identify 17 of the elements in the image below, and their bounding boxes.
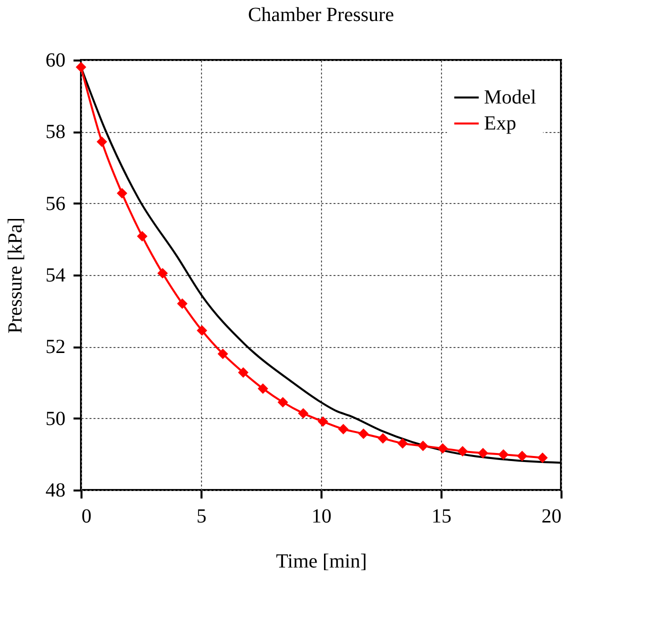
x-tick-label: 20	[542, 506, 562, 528]
y-tick-label: 58	[46, 121, 66, 144]
y-tick-label: 50	[46, 408, 66, 430]
y-tick-label: 56	[46, 192, 66, 215]
x-tick-label: 0	[82, 506, 92, 528]
x-tick-label: 5	[196, 506, 206, 528]
y-tick-label: 48	[46, 480, 66, 502]
legend-label: Exp	[484, 112, 516, 134]
y-axis-title: Pressure [kPa]	[4, 217, 26, 334]
x-tick-label: 15	[432, 506, 452, 528]
x-axis-title: Time [min]	[276, 550, 367, 572]
chart-title: Chamber Pressure	[248, 4, 394, 26]
legend-label: Model	[484, 86, 537, 108]
y-tick-label: 52	[46, 336, 66, 358]
y-tick-label: 60	[46, 50, 66, 72]
y-tick-label: 54	[46, 264, 66, 286]
x-tick-label: 10	[312, 506, 332, 528]
